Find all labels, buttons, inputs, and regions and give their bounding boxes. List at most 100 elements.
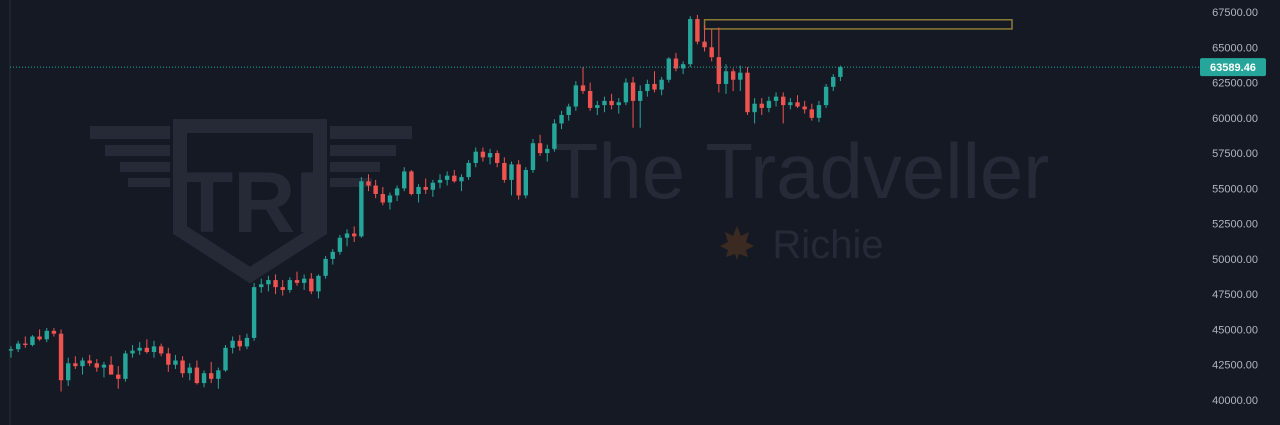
candle[interactable] xyxy=(530,138,536,173)
candle[interactable] xyxy=(330,249,335,265)
candle[interactable] xyxy=(602,96,607,113)
candle[interactable] xyxy=(337,234,343,255)
candle[interactable] xyxy=(759,98,764,115)
candle[interactable] xyxy=(144,339,150,354)
last-price-tag[interactable]: 63589.46 xyxy=(1200,58,1266,77)
candle[interactable] xyxy=(209,361,214,384)
candle[interactable] xyxy=(287,277,293,293)
candle[interactable] xyxy=(673,52,679,72)
candle[interactable] xyxy=(101,361,107,378)
candle[interactable] xyxy=(187,363,192,381)
candle[interactable] xyxy=(730,68,736,92)
candle[interactable] xyxy=(652,71,657,93)
candle[interactable] xyxy=(745,67,750,115)
candle[interactable] xyxy=(695,14,700,45)
candle[interactable] xyxy=(609,93,614,110)
candle[interactable] xyxy=(659,76,664,96)
candle[interactable] xyxy=(788,98,793,110)
candle[interactable] xyxy=(23,336,28,348)
candle[interactable] xyxy=(552,119,557,152)
candle[interactable] xyxy=(37,329,42,341)
candles[interactable] xyxy=(8,14,843,392)
candle[interactable] xyxy=(51,328,57,337)
candle[interactable] xyxy=(809,103,814,121)
candle[interactable] xyxy=(766,96,772,113)
candle[interactable] xyxy=(816,100,822,123)
candle[interactable] xyxy=(587,82,593,111)
candle[interactable] xyxy=(173,354,178,369)
candle[interactable] xyxy=(645,79,650,97)
candle[interactable] xyxy=(437,174,443,189)
candle[interactable] xyxy=(66,357,71,386)
candle[interactable] xyxy=(30,335,35,347)
candle[interactable] xyxy=(137,342,142,355)
candle[interactable] xyxy=(487,148,493,165)
candle[interactable] xyxy=(116,366,121,389)
candle[interactable] xyxy=(802,100,807,114)
candle[interactable] xyxy=(352,226,357,242)
candle[interactable] xyxy=(123,350,128,382)
candle[interactable] xyxy=(387,192,393,210)
candle[interactable] xyxy=(537,134,543,156)
candle[interactable] xyxy=(73,356,78,369)
candle[interactable] xyxy=(223,344,228,372)
candle[interactable] xyxy=(8,346,14,358)
candle[interactable] xyxy=(688,16,693,68)
candle[interactable] xyxy=(280,280,285,296)
candle[interactable] xyxy=(201,370,207,388)
candle[interactable] xyxy=(752,98,757,124)
candle[interactable] xyxy=(323,256,328,279)
candle[interactable] xyxy=(823,83,829,108)
candle[interactable] xyxy=(158,343,164,357)
candle[interactable] xyxy=(702,24,707,52)
candle[interactable] xyxy=(80,357,85,375)
candle[interactable] xyxy=(573,81,579,111)
candle[interactable] xyxy=(216,367,221,389)
candle[interactable] xyxy=(509,161,514,196)
candle[interactable] xyxy=(831,74,836,92)
candle[interactable] xyxy=(466,160,471,180)
candle[interactable] xyxy=(309,273,314,295)
candle[interactable] xyxy=(516,160,521,200)
resistance-zone-box[interactable] xyxy=(703,19,1013,30)
candle[interactable] xyxy=(559,110,564,130)
candle[interactable] xyxy=(523,167,528,199)
candle[interactable] xyxy=(781,92,786,124)
price-axis[interactable]: 67500.00 65000.00 62500.00 60000.00 57500.00… xyxy=(1200,7,1266,407)
candle[interactable] xyxy=(316,274,321,299)
candle[interactable] xyxy=(680,61,686,75)
candle[interactable] xyxy=(423,178,428,195)
candle[interactable] xyxy=(795,95,800,108)
candle[interactable] xyxy=(87,354,92,367)
candle[interactable] xyxy=(459,174,464,192)
candle[interactable] xyxy=(251,282,257,341)
candle[interactable] xyxy=(237,335,242,351)
candle[interactable] xyxy=(380,186,385,206)
candle[interactable] xyxy=(630,76,636,128)
candle[interactable] xyxy=(580,67,586,94)
candle[interactable] xyxy=(495,150,500,168)
candle[interactable] xyxy=(444,171,450,186)
candle[interactable] xyxy=(452,170,457,183)
candle[interactable] xyxy=(773,92,779,107)
candle[interactable] xyxy=(151,340,157,358)
candle[interactable] xyxy=(344,229,350,247)
candle[interactable] xyxy=(301,274,307,290)
candle[interactable] xyxy=(595,100,600,115)
candle[interactable] xyxy=(359,177,364,238)
candle[interactable] xyxy=(244,333,250,350)
candle[interactable] xyxy=(180,356,185,378)
candle[interactable] xyxy=(616,98,621,114)
candle[interactable] xyxy=(366,174,371,192)
candle[interactable] xyxy=(502,157,507,183)
candle[interactable] xyxy=(94,359,99,372)
candle[interactable] xyxy=(480,147,486,162)
candle[interactable] xyxy=(166,347,171,372)
candle[interactable] xyxy=(723,64,729,94)
candle[interactable] xyxy=(638,85,643,128)
candle[interactable] xyxy=(402,167,407,192)
candle[interactable] xyxy=(194,360,200,385)
candle[interactable] xyxy=(108,356,114,375)
candle[interactable] xyxy=(273,274,278,295)
candle[interactable] xyxy=(566,103,571,121)
